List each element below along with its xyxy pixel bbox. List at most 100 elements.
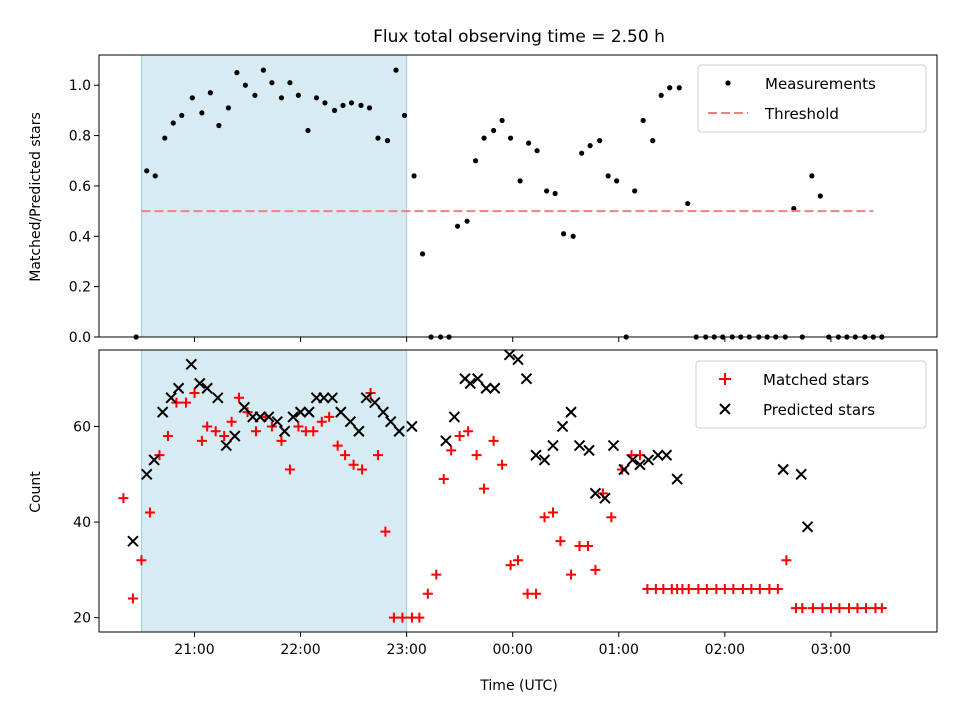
matched-star-point: [380, 526, 391, 537]
predicted-star-point: [326, 392, 339, 404]
measurement-point: [614, 178, 620, 184]
predicted-star-point: [263, 411, 275, 423]
measurement-point: [570, 233, 576, 239]
y-tick-label: 0.4: [69, 229, 91, 245]
predicted-star-point: [520, 372, 533, 385]
matched-star-point: [693, 583, 704, 594]
measurement-point: [605, 173, 611, 179]
matched-star-point: [471, 450, 482, 461]
top-panel-legend: Measurements Threshold: [697, 64, 927, 133]
predicted-star-point: [547, 439, 559, 452]
matched-star-point: [210, 426, 221, 437]
predicted-star-point: [212, 392, 224, 404]
matched-star-point: [701, 583, 712, 594]
measurement-point: [242, 82, 248, 88]
matched-star-point: [454, 431, 465, 442]
matched-star-point: [357, 464, 368, 475]
predicted-star-point: [393, 425, 405, 437]
predicted-star-point: [607, 439, 620, 452]
measurement-point: [544, 188, 550, 194]
measurement-point: [597, 138, 603, 144]
predicted-star-point: [156, 406, 169, 418]
matched-star-point: [781, 555, 792, 566]
measurement-point: [234, 70, 240, 76]
measurement-point: [322, 100, 328, 106]
matched-star-point: [764, 583, 775, 594]
matched-star-point: [431, 569, 442, 580]
predicted-star-point: [795, 468, 807, 480]
predicted-star-point: [626, 454, 639, 466]
measurement-point: [526, 140, 532, 146]
predicted-star-point: [360, 392, 373, 404]
x-tick-label: 21:00: [174, 642, 214, 658]
matched-star-point: [590, 564, 601, 575]
predicted-star-point: [573, 439, 586, 452]
predicted-star-point: [148, 454, 160, 466]
matched-star-point: [807, 603, 818, 614]
measurement-point: [552, 190, 558, 197]
measurement-point: [419, 251, 426, 257]
predicted-star-point: [344, 415, 357, 428]
predicted-star-point: [488, 382, 501, 394]
measurement-point: [534, 148, 540, 154]
matched-star-point: [719, 583, 730, 594]
top-panel-shaded-region: [140, 54, 408, 338]
matched-star-point: [144, 507, 155, 518]
y-tick-label: 20: [73, 611, 91, 627]
measurement-point: [481, 135, 487, 141]
matched-star-point: [154, 450, 165, 461]
matched-star-point: [118, 493, 129, 504]
top-panel-frame: [98, 54, 938, 338]
matched-star-point: [772, 583, 783, 594]
legend-threshold-label: Threshold: [764, 105, 839, 123]
y-tick-label: 0.0: [69, 330, 91, 346]
measurement-point: [507, 135, 514, 141]
predicted-star-point: [538, 454, 551, 466]
top-panel: 0.0 0.2 0.4 0.6 0.8 1.0 Matched/Predicted sta…: [28, 54, 938, 346]
x-tick-label: 00:00: [493, 642, 533, 658]
measurement-point: [454, 223, 461, 229]
matched-star-point: [446, 445, 457, 456]
matched-star-point: [797, 603, 808, 614]
matched-star-point: [463, 426, 474, 437]
measurement-point: [260, 67, 267, 73]
predicted-star-point: [503, 349, 516, 361]
bottom-panel-ylabel: Count: [28, 471, 44, 513]
predicted-star-point: [294, 406, 307, 418]
predicted-star-point: [448, 411, 461, 423]
matched-star-point: [219, 431, 230, 442]
measurement-point: [313, 95, 320, 101]
matched-star-point: [746, 583, 757, 594]
matched-star-point: [397, 612, 408, 623]
predicted-star-point: [254, 411, 266, 423]
predicted-star-point: [406, 420, 418, 433]
measurement-point: [632, 188, 638, 194]
predicted-star-point: [583, 444, 595, 457]
measurement-point: [401, 112, 408, 119]
predicted-star-point: [238, 401, 251, 414]
predicted-star-point: [127, 535, 139, 547]
predicted-star-point: [530, 449, 542, 461]
measurement-point: [152, 173, 158, 179]
measurement-point: [144, 168, 150, 174]
predicted-star-point: [589, 487, 602, 500]
bottom-panel-frame: [98, 349, 938, 633]
measurement-point: [472, 158, 479, 164]
measurement-point: [348, 100, 355, 106]
matched-star-point: [583, 540, 594, 551]
predicted-star-point: [220, 439, 232, 452]
matched-star-point: [825, 603, 836, 614]
matched-star-point: [683, 583, 694, 594]
legend-matched-marker: [719, 373, 731, 385]
matched-star-point: [422, 588, 433, 599]
measurement-point: [499, 117, 505, 124]
measurement-point: [587, 143, 593, 149]
measurement-point: [676, 85, 682, 91]
x-tick-label: 23:00: [386, 642, 426, 658]
matched-star-point: [226, 416, 237, 427]
predicted-star-point: [318, 392, 330, 404]
predicted-star-point: [642, 454, 655, 466]
matched-star-point: [372, 450, 383, 461]
matched-star-point: [324, 411, 335, 422]
legend-measurements-marker: [725, 80, 731, 86]
